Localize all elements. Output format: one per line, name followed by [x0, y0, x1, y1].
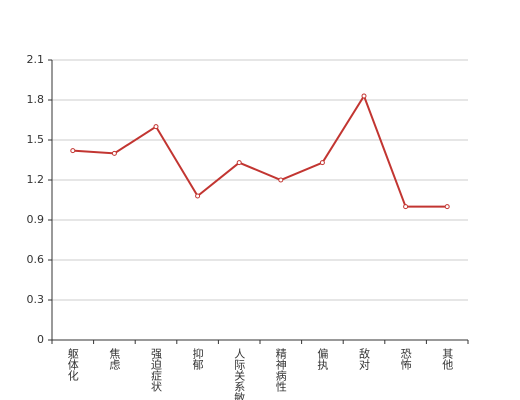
point: [195, 193, 201, 199]
series-line: [72, 93, 448, 208]
y-tick-label: 0.9: [27, 213, 45, 226]
point: [278, 177, 284, 183]
y-tick-label: 2.1: [27, 53, 45, 66]
point: [111, 150, 117, 156]
y-tick-label: 1.5: [27, 133, 45, 146]
y-tick-label: 0.6: [27, 253, 45, 266]
x-tick-label: 其他: [441, 348, 454, 370]
x-tick-label: 躯体化: [66, 348, 79, 382]
x-tick-label: 偏执: [316, 347, 329, 371]
x-tick-label: 强迫症状: [150, 348, 163, 392]
point: [153, 124, 159, 130]
point: [361, 93, 367, 99]
x-tick-label: 抑郁: [191, 347, 204, 370]
point: [236, 160, 242, 166]
x-tick-label: 敌对: [358, 347, 371, 370]
y-tick-label: 0: [37, 333, 44, 346]
y-tick-label: 1.2: [27, 173, 45, 186]
x-tick-label: 精神病性: [274, 348, 287, 393]
point: [403, 204, 409, 210]
x-tick-label: 焦虑: [108, 348, 121, 370]
x-tick-label: 人际关系敏感: [233, 348, 246, 400]
point: [70, 148, 76, 154]
point: [319, 160, 325, 166]
y-tick-label: 1.8: [27, 93, 45, 106]
x-tick-label: 恐怖: [399, 348, 412, 370]
y-tick-label: 0.3: [27, 293, 45, 306]
point: [444, 204, 450, 210]
